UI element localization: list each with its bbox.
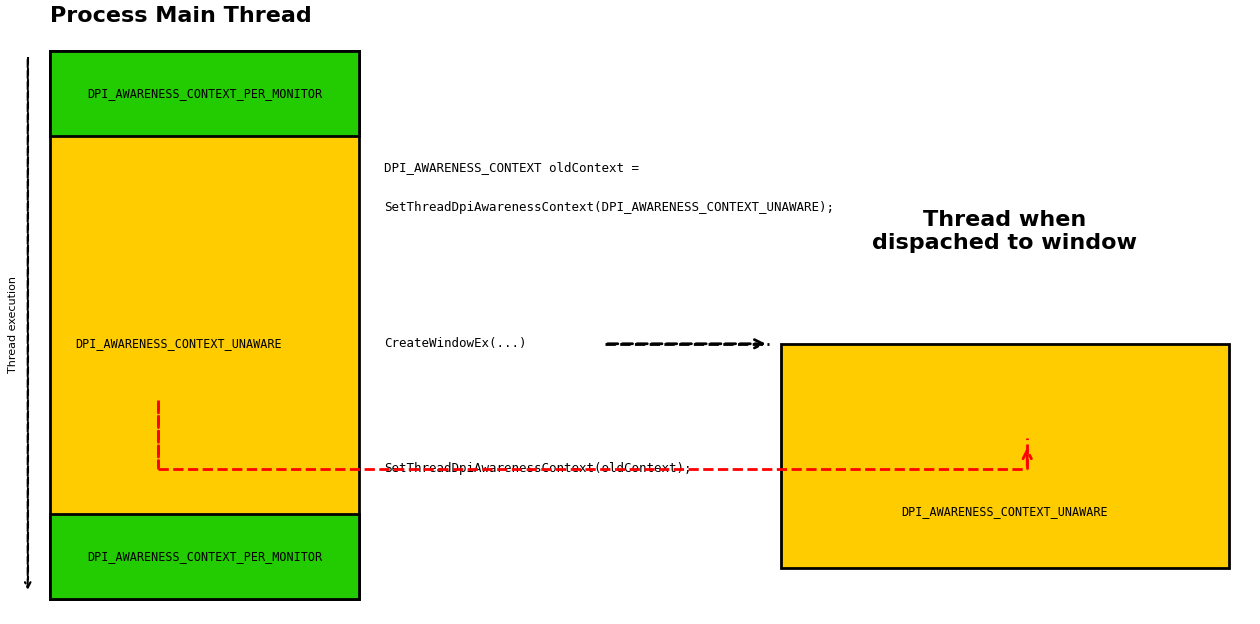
FancyBboxPatch shape bbox=[50, 514, 359, 599]
Text: DPI_AWARENESS_CONTEXT oldContext =: DPI_AWARENESS_CONTEXT oldContext = bbox=[384, 160, 639, 173]
FancyBboxPatch shape bbox=[50, 51, 359, 599]
Text: CreateWindowEx(...): CreateWindowEx(...) bbox=[384, 338, 527, 350]
Text: DPI_AWARENESS_CONTEXT_UNAWARE: DPI_AWARENESS_CONTEXT_UNAWARE bbox=[76, 338, 282, 350]
FancyBboxPatch shape bbox=[781, 344, 1228, 568]
Text: Thread when
dispached to window: Thread when dispached to window bbox=[872, 210, 1138, 253]
Text: DPI_AWARENESS_CONTEXT_PER_MONITOR: DPI_AWARENESS_CONTEXT_PER_MONITOR bbox=[87, 550, 323, 563]
Text: DPI_AWARENESS_CONTEXT_UNAWARE: DPI_AWARENESS_CONTEXT_UNAWARE bbox=[902, 505, 1108, 519]
FancyBboxPatch shape bbox=[50, 51, 359, 135]
Text: Process Main Thread: Process Main Thread bbox=[50, 6, 312, 26]
Text: Thread execution: Thread execution bbox=[8, 276, 18, 373]
Text: SetThreadDpiAwarenessContext(DPI_AWARENESS_CONTEXT_UNAWARE);: SetThreadDpiAwarenessContext(DPI_AWARENE… bbox=[384, 201, 834, 214]
Text: SetThreadDpiAwarenessContext(oldContext);: SetThreadDpiAwarenessContext(oldContext)… bbox=[384, 462, 692, 475]
Text: DPI_AWARENESS_CONTEXT_PER_MONITOR: DPI_AWARENESS_CONTEXT_PER_MONITOR bbox=[87, 87, 323, 100]
